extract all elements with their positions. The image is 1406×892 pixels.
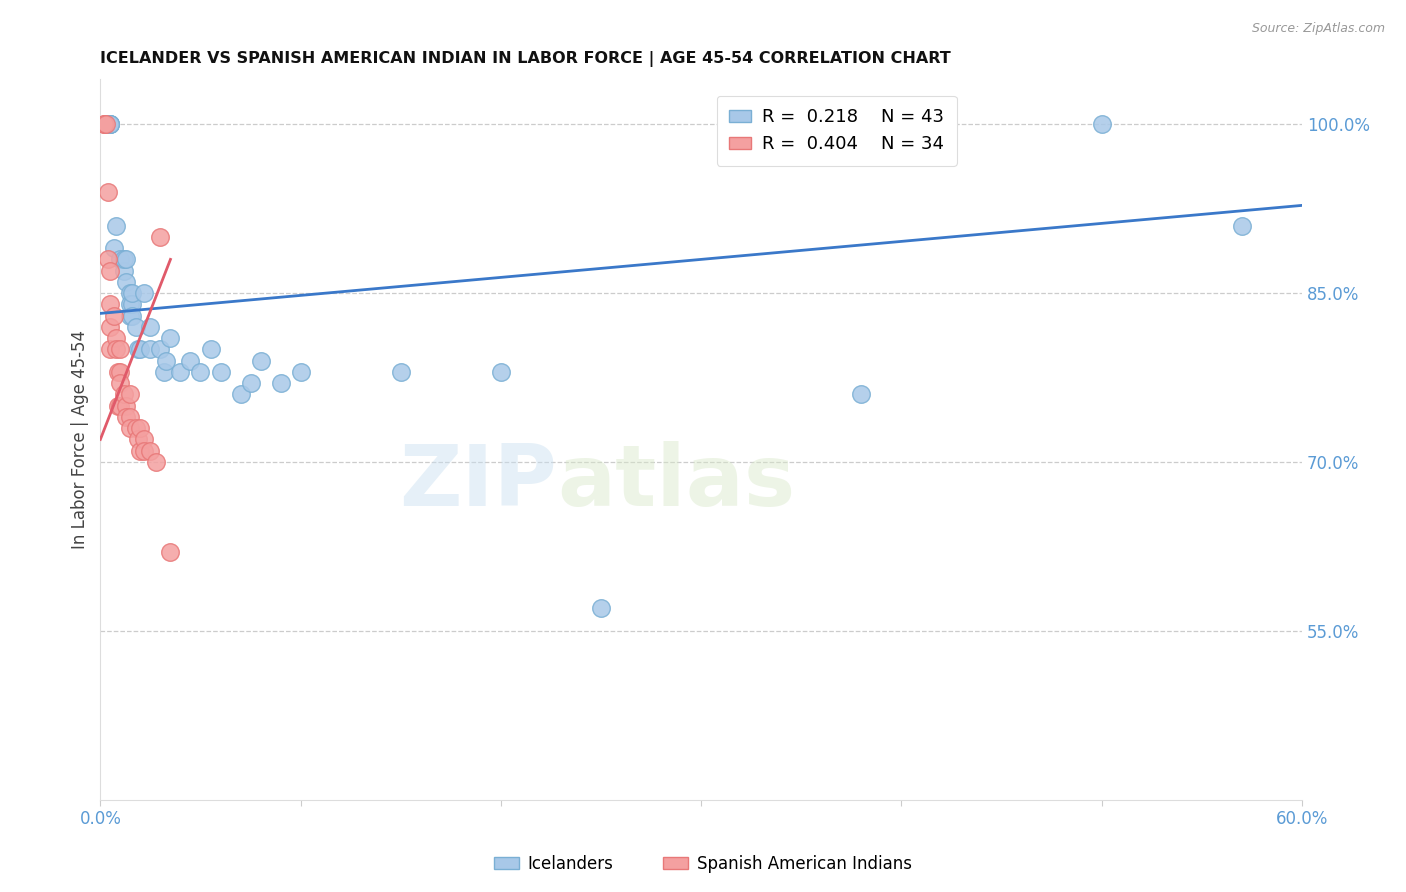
- Point: [98, 297, 121, 311]
- Point: [97, 252, 120, 267]
- Point: [112, 263, 135, 277]
- Point: [229, 387, 252, 401]
- Legend: Icelanders, Spanish American Indians: Icelanders, Spanish American Indians: [488, 848, 918, 880]
- Point: [121, 286, 143, 301]
- Point: [179, 353, 201, 368]
- Point: [115, 252, 138, 267]
- Point: [93, 117, 115, 131]
- Point: [200, 343, 222, 357]
- Point: [115, 399, 138, 413]
- Point: [155, 353, 177, 368]
- Point: [97, 185, 120, 199]
- Point: [134, 433, 156, 447]
- Point: [589, 601, 612, 615]
- Point: [120, 297, 142, 311]
- Point: [96, 117, 118, 131]
- Point: [139, 343, 162, 357]
- Point: [389, 365, 412, 379]
- Point: [103, 241, 125, 255]
- Point: [129, 421, 152, 435]
- Point: [129, 343, 152, 357]
- Point: [107, 365, 129, 379]
- Point: [120, 421, 142, 435]
- Point: [145, 455, 167, 469]
- Point: [98, 117, 121, 131]
- Point: [127, 433, 149, 447]
- Point: [851, 387, 873, 401]
- Point: [134, 443, 156, 458]
- Point: [270, 376, 292, 391]
- Point: [125, 319, 148, 334]
- Point: [110, 252, 132, 267]
- Point: [1091, 117, 1114, 131]
- Point: [121, 297, 143, 311]
- Point: [115, 275, 138, 289]
- Point: [107, 399, 129, 413]
- Point: [110, 376, 132, 391]
- Point: [98, 263, 121, 277]
- Point: [125, 421, 148, 435]
- Point: [159, 545, 181, 559]
- Point: [121, 309, 143, 323]
- Point: [159, 331, 181, 345]
- Point: [134, 286, 156, 301]
- Point: [489, 365, 512, 379]
- Point: [127, 343, 149, 357]
- Y-axis label: In Labor Force | Age 45-54: In Labor Force | Age 45-54: [72, 330, 89, 549]
- Point: [1230, 219, 1253, 233]
- Point: [129, 443, 152, 458]
- Point: [149, 343, 172, 357]
- Point: [169, 365, 191, 379]
- Text: atlas: atlas: [557, 442, 796, 524]
- Point: [98, 319, 121, 334]
- Text: ZIP: ZIP: [399, 442, 557, 524]
- Point: [209, 365, 232, 379]
- Point: [290, 365, 312, 379]
- Point: [98, 117, 121, 131]
- Point: [98, 117, 121, 131]
- Point: [153, 365, 176, 379]
- Point: [105, 331, 128, 345]
- Text: Source: ZipAtlas.com: Source: ZipAtlas.com: [1251, 22, 1385, 36]
- Legend: R =  0.218    N = 43, R =  0.404    N = 34: R = 0.218 N = 43, R = 0.404 N = 34: [717, 95, 956, 166]
- Point: [120, 309, 142, 323]
- Point: [105, 219, 128, 233]
- Point: [249, 353, 271, 368]
- Point: [93, 117, 115, 131]
- Point: [120, 409, 142, 424]
- Point: [139, 443, 162, 458]
- Point: [190, 365, 212, 379]
- Text: ICELANDER VS SPANISH AMERICAN INDIAN IN LABOR FORCE | AGE 45-54 CORRELATION CHAR: ICELANDER VS SPANISH AMERICAN INDIAN IN …: [100, 51, 950, 67]
- Point: [105, 343, 128, 357]
- Point: [149, 230, 172, 244]
- Point: [112, 387, 135, 401]
- Point: [110, 399, 132, 413]
- Point: [115, 409, 138, 424]
- Point: [120, 286, 142, 301]
- Point: [103, 309, 125, 323]
- Point: [120, 387, 142, 401]
- Point: [110, 365, 132, 379]
- Point: [110, 343, 132, 357]
- Point: [98, 117, 121, 131]
- Point: [98, 343, 121, 357]
- Point: [239, 376, 262, 391]
- Point: [139, 319, 162, 334]
- Point: [112, 252, 135, 267]
